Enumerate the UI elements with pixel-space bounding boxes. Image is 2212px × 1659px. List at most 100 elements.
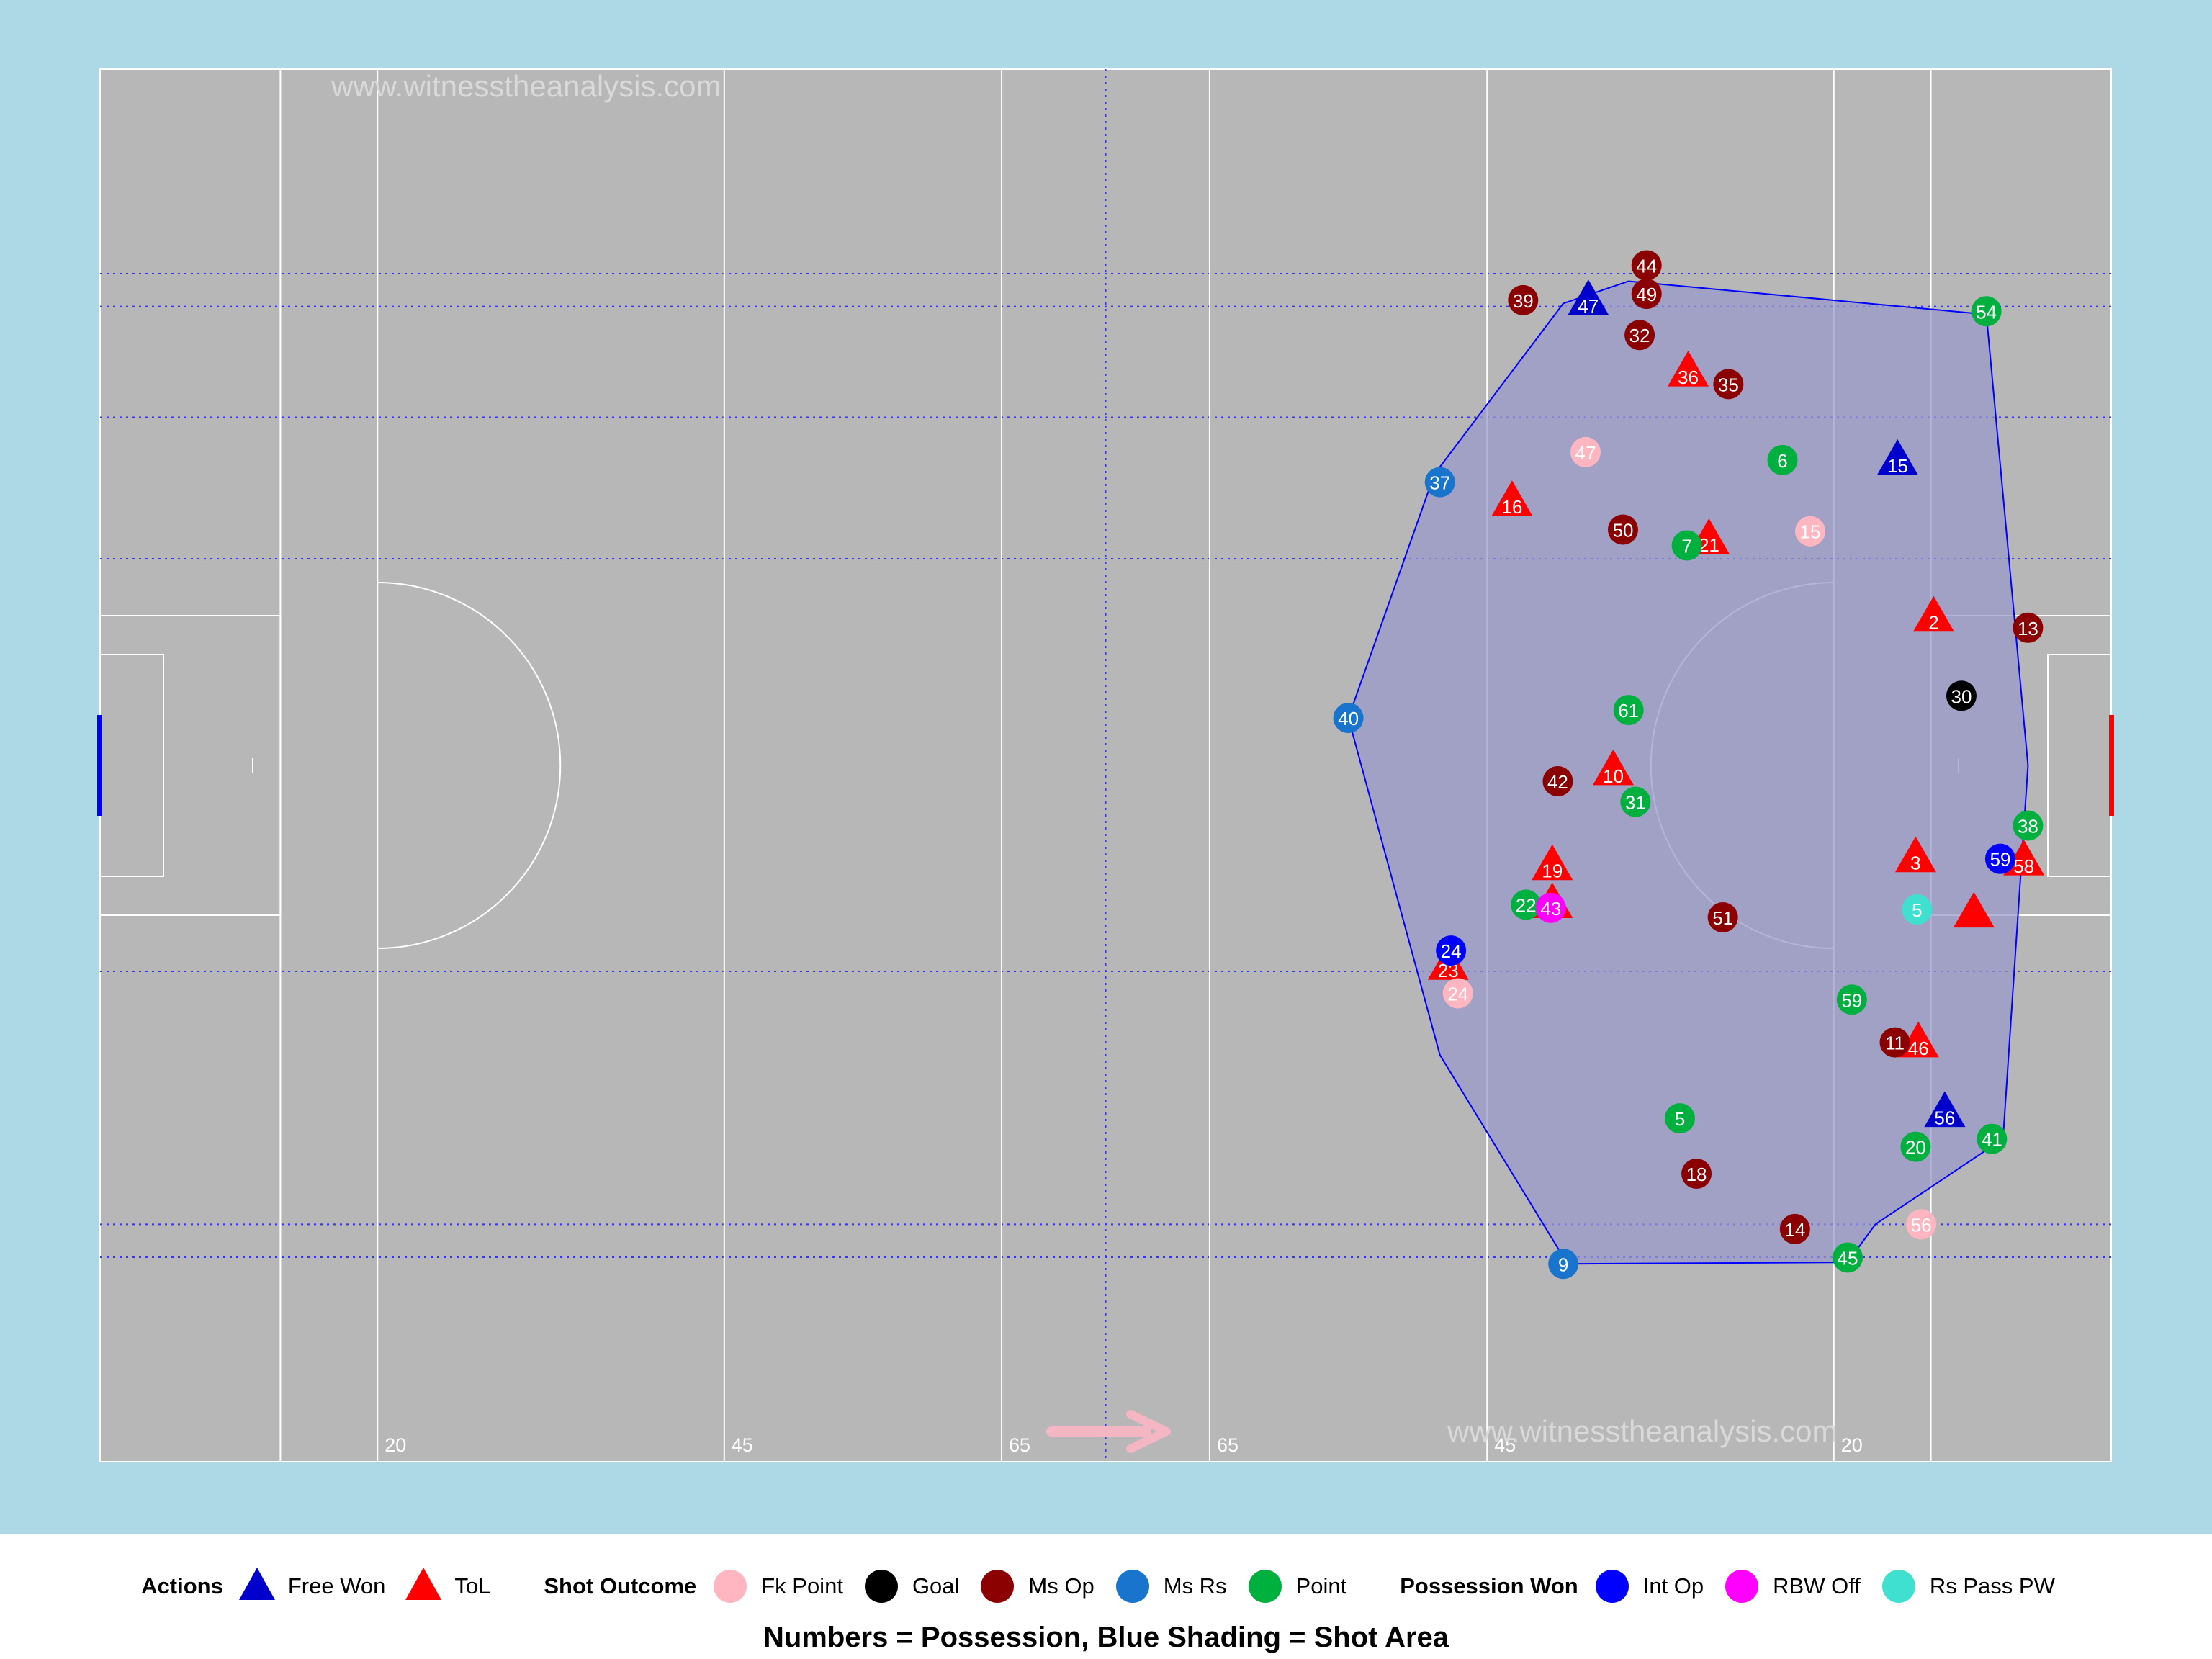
legend-item-label: Int Op: [1642, 1573, 1704, 1599]
legend-item-label: ToL: [454, 1573, 491, 1599]
marker-possession-label: 59: [1990, 849, 2010, 871]
legend-circle: [1115, 1570, 1149, 1603]
marker-tol: [1894, 836, 1936, 873]
legend-circle: [1595, 1570, 1629, 1603]
legend-key-symbol: [405, 1568, 442, 1600]
goal-left: [97, 715, 102, 816]
legend-title-possession-won: Possession Won: [1400, 1573, 1578, 1599]
legend-item-goal: Goal: [859, 1564, 959, 1609]
marker-possession-label: 50: [1613, 520, 1634, 541]
marker-possession-label: 2: [1928, 612, 1938, 634]
marker-possession-label: 22: [1516, 894, 1537, 916]
marker-point: [1671, 530, 1702, 561]
legend-circle: [714, 1570, 747, 1603]
legend: Actions Free Won ToL Shot Outcome Fk Poin…: [0, 1561, 2212, 1611]
legend-items-actions: Free Won ToL: [235, 1564, 507, 1609]
marker-possession-label: 24: [1447, 983, 1468, 1004]
marker-free-won: [1568, 279, 1609, 315]
marker-fk-point: [1570, 436, 1601, 467]
attack-direction-arrowhead: [1126, 1410, 1171, 1453]
marker-possession-label: 18: [1686, 1164, 1707, 1185]
legend-title-shot-outcome: Shot Outcome: [544, 1573, 697, 1599]
legend-item-label: Free Won: [287, 1573, 386, 1599]
marker-ms-op: [1681, 1159, 1712, 1190]
legend-item-int-op: Int Op: [1590, 1564, 1704, 1609]
legend-circle: [1248, 1570, 1282, 1603]
marker-possession-label: 42: [1547, 771, 1568, 793]
marker-ms-op: [1607, 514, 1638, 545]
legend-key-symbol: [1115, 1570, 1149, 1603]
pitch-line-label: 65: [1217, 1434, 1238, 1456]
marker-possession-label: 54: [1976, 301, 1997, 323]
marker-possession-label: 44: [1636, 256, 1657, 277]
marker-point: [1620, 786, 1651, 817]
pitch-line-label: 20: [1841, 1434, 1863, 1456]
marker-ms-op: [1542, 765, 1573, 796]
marker-rs-pass-pw: [1902, 894, 1933, 925]
pitch-line-label: 65: [1009, 1434, 1030, 1456]
marker-possession-label: 38: [2018, 816, 2038, 837]
legend-circle: [1881, 1570, 1915, 1603]
legend-key-symbol: [1881, 1570, 1915, 1603]
marker-ms-op: [1624, 320, 1655, 351]
marker-possession-label: 56: [1911, 1214, 1932, 1236]
watermark-top: www.witnesstheanalysis.com: [331, 69, 721, 103]
marker-possession-label: 39: [1513, 290, 1534, 312]
legend-item-label: Fk Point: [761, 1573, 843, 1599]
shot-area-polygon: [1347, 280, 2029, 1265]
marker-possession-label: 40: [1338, 708, 1359, 729]
marker-point: [1613, 695, 1644, 726]
legend-circle: [981, 1570, 1015, 1603]
marker-ms-op: [1707, 902, 1738, 932]
marker-ms-op: [1508, 284, 1539, 315]
marker-ms-op: [2013, 612, 2044, 643]
watermark-bottom: www.witnesstheanalysis.com: [1447, 1414, 1838, 1448]
legend-key-symbol: [238, 1568, 275, 1600]
marker-point: [1971, 296, 2002, 327]
marker-possession-label: 21: [1699, 534, 1719, 556]
chart-background: 20 45 65 65 45 20 47 15 56 36 16 21 2 10 19 3 58 23 46 47 1…: [0, 0, 2212, 1534]
marker-possession-label: 9: [1558, 1254, 1568, 1275]
marker-possession-label: 10: [1603, 765, 1624, 787]
marker-possession-label: 37: [1429, 472, 1450, 494]
marker-rbw-off: [1535, 892, 1566, 923]
marker-possession-label: 30: [1951, 685, 1972, 707]
marker-ms-op: [1879, 1027, 1910, 1058]
marker-point: [1664, 1103, 1695, 1134]
marker-ms-op: [1631, 279, 1662, 310]
marker-possession-label: 47: [1578, 295, 1599, 317]
marker-point: [1833, 1242, 1863, 1273]
marker-possession-label: 51: [1712, 907, 1733, 929]
shot-area-layer: [1347, 280, 2029, 1265]
marker-possession-label: 11: [1885, 1033, 1905, 1054]
legend-items-possession-won: Int Op RBW Off Rs Pass PW: [1590, 1564, 2071, 1609]
marker-ms-rs: [1333, 703, 1364, 734]
marker-tol: [1491, 480, 1533, 516]
marker-free-won: [1876, 439, 1918, 475]
legend-item-ms-op: Ms Op: [975, 1564, 1094, 1609]
legend-key-symbol: [864, 1570, 898, 1603]
marker-possession-label: 36: [1678, 367, 1699, 388]
marker-possession-label: 15: [1800, 521, 1821, 543]
marker-tol: [1667, 350, 1709, 387]
marker-possession-label: 49: [1636, 284, 1657, 305]
marker-possession-label: 13: [2018, 618, 2038, 639]
marker-tol: [1592, 749, 1635, 786]
marker-possession-label: 3: [1910, 853, 1920, 874]
marker-tol: [1953, 891, 1995, 928]
legend-circle: [864, 1570, 898, 1603]
marker-possession-label: 35: [1718, 374, 1739, 395]
legend-item-tol: ToL: [401, 1564, 490, 1609]
marker-point: [1900, 1131, 1931, 1162]
pitch-line-label: 45: [732, 1434, 753, 1456]
legend-item-rs-pass-pw: Rs Pass PW: [1876, 1564, 2055, 1609]
marker-possession-label: 6: [1777, 450, 1787, 472]
marker-possession-label: 7: [1681, 536, 1691, 557]
marker-possession-label: 20: [1905, 1137, 1926, 1159]
marker-possession-label: 61: [1618, 700, 1639, 721]
legend-triangle: [238, 1568, 275, 1600]
marker-free-won: [1924, 1091, 1966, 1128]
legend-item-fk-point: Fk Point: [708, 1564, 843, 1609]
